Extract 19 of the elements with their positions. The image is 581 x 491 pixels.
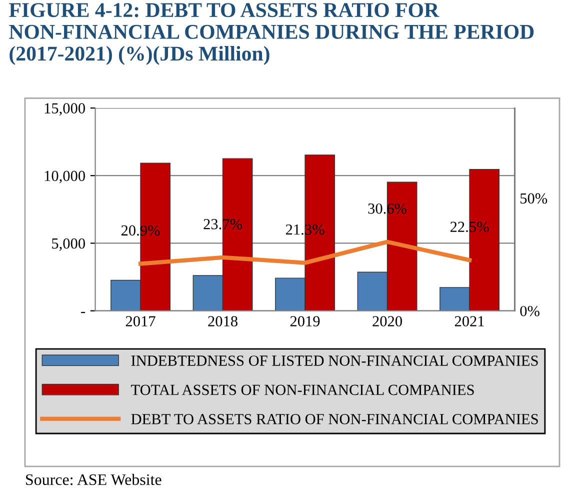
legend-label: DEBT TO ASSETS RATIO OF NON-FINANCIAL COMPANIES [131, 414, 538, 424]
x-tick-label: 2017 [126, 316, 156, 326]
legend-label: INDEBTEDNESS OF LISTED NON-FINANCIAL COMPANIES [131, 356, 538, 366]
line-series [138, 240, 472, 266]
source-note: Source: ASE Website [26, 474, 162, 486]
legend-label: TOTAL ASSETS OF NON-FINANCIAL COMPANIES [131, 384, 474, 396]
y-tick-label: 15,000 [44, 103, 85, 116]
x-tick-label: 2019 [290, 316, 320, 326]
chart-title: FIGURE 4-12: DEBT TO ASSETS RATIO FOR NON-FINANCIAL COMPANIES DURING THE PERIOD (2017-2021) (%)(JDs Million) [9, 3, 534, 65]
data-label: 23.7% [204, 218, 242, 230]
y-tick-label: 5,000 [52, 238, 85, 251]
x-tick-label: 2018 [208, 316, 238, 326]
y2-tick-label: 50% [520, 193, 548, 204]
y-tick-label: - [81, 312, 86, 314]
y2-tick-label: 0% [520, 306, 540, 316]
x-tick-label: 2020 [372, 316, 402, 326]
data-label: 30.6% [368, 203, 406, 214]
x-tick-label: 2021 [454, 316, 484, 326]
y-tick-label: 10,000 [44, 170, 85, 184]
